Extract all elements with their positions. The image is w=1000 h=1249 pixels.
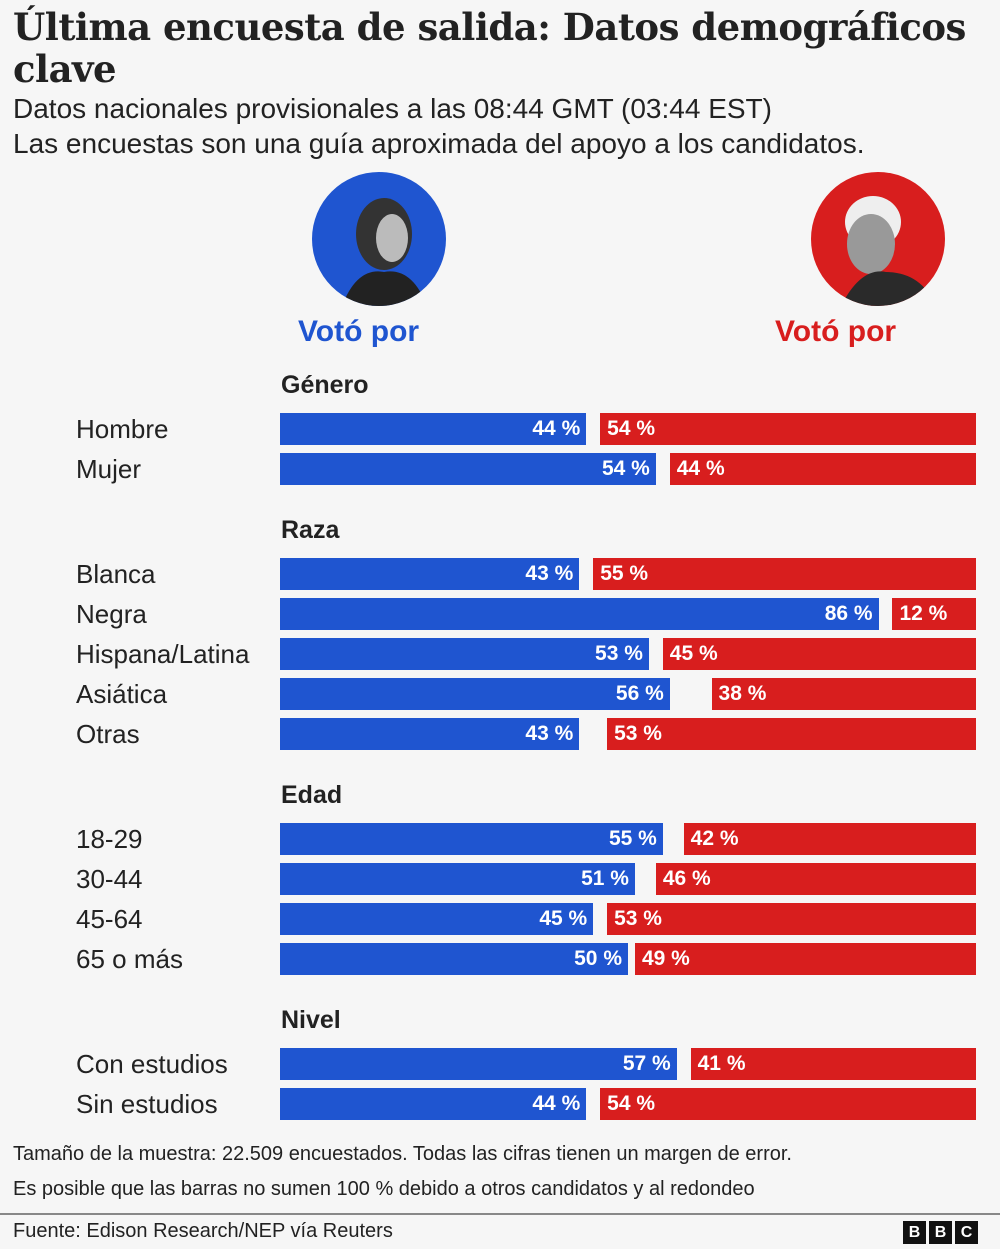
group-heading: Raza (281, 516, 340, 544)
row-label: 65 o más (76, 944, 183, 974)
bar-right (593, 558, 976, 590)
value-left: 86 % (824, 602, 873, 625)
row-label: Hispana/Latina (76, 639, 250, 669)
value-right: 53 % (614, 722, 662, 745)
bar-left (280, 943, 628, 975)
row-label: Asiática (76, 679, 168, 709)
value-right: 44 % (676, 457, 725, 480)
value-left: 44 % (532, 1092, 581, 1115)
sample-note: Tamaño de la muestra: 22.509 encuestados… (13, 1143, 792, 1165)
value-right: 41 % (697, 1052, 746, 1075)
bar-right (607, 903, 976, 935)
bar-left (280, 598, 879, 630)
value-right: 45 % (669, 642, 718, 665)
row-label: Negra (76, 599, 147, 629)
value-right: 46 % (662, 867, 711, 890)
bar-left (280, 1088, 587, 1120)
chart-title: Última encuesta de salida: Datos demográ… (13, 5, 966, 91)
subtitle-timestamp: Datos nacionales provisionales a las 08:… (13, 93, 772, 124)
bar-left (280, 678, 670, 710)
harris-label: Votó por (298, 315, 420, 348)
value-right: 49 % (641, 947, 690, 970)
trump-portrait (811, 172, 945, 306)
row-label: 18-29 (76, 824, 143, 854)
bar-left (280, 718, 580, 750)
value-right: 12 % (899, 602, 948, 625)
group-heading: Edad (281, 781, 343, 809)
bar-left (280, 413, 587, 445)
row-label: Otras (76, 719, 140, 749)
value-left: 50 % (574, 947, 622, 970)
value-left: 45 % (539, 907, 588, 930)
bar-right (600, 1088, 976, 1120)
bar-left (280, 1048, 677, 1080)
row-label: Mujer (76, 454, 142, 484)
bar-right (683, 823, 976, 855)
value-right: 42 % (690, 827, 739, 850)
bar-right (634, 943, 976, 975)
bar-left (280, 823, 663, 855)
value-right: 38 % (718, 682, 767, 705)
bar-right (892, 598, 976, 630)
bar-right (600, 413, 976, 445)
value-left: 44 % (532, 417, 581, 440)
value-left: 57 % (622, 1052, 671, 1075)
bar-right (662, 638, 976, 670)
value-left: 43 % (525, 562, 574, 585)
bbc-logo-b2: B (929, 1221, 952, 1244)
value-left: 54 % (601, 457, 650, 480)
value-right: 54 % (607, 417, 656, 440)
row-label: Sin estudios (76, 1089, 218, 1119)
bar-right (711, 678, 976, 710)
bar-left (280, 863, 635, 895)
value-left: 43 % (525, 722, 574, 745)
row-label: 45-64 (76, 904, 143, 934)
bar-left (280, 903, 594, 935)
divider (0, 1213, 1000, 1215)
subtitle-note: Las encuestas son una guía aproximada de… (13, 128, 865, 159)
row-label: Hombre (76, 414, 169, 444)
bar-right (655, 863, 976, 895)
row-label: Con estudios (76, 1049, 228, 1079)
bar-left (280, 453, 656, 485)
value-right: 53 % (614, 907, 662, 930)
group-heading: Género (281, 371, 369, 399)
bbc-logo-c: C (955, 1221, 978, 1244)
value-left: 55 % (608, 827, 657, 850)
value-right: 54 % (607, 1092, 656, 1115)
bar-right (690, 1048, 976, 1080)
group-heading: Nivel (281, 1006, 341, 1034)
value-right: 55 % (600, 562, 649, 585)
rounding-note: Es posible que las barras no sumen 100 %… (13, 1178, 755, 1200)
row-label: Blanca (76, 559, 156, 589)
value-left: 51 % (581, 867, 629, 890)
trump-label: Votó por (775, 315, 897, 348)
source: Fuente: Edison Research/NEP vía Reuters (13, 1220, 393, 1242)
value-left: 53 % (595, 642, 643, 665)
row-label: 30-44 (76, 864, 143, 894)
bar-right (669, 453, 976, 485)
value-left: 56 % (615, 682, 664, 705)
bbc-logo-b1: B (903, 1221, 926, 1244)
bar-left (280, 638, 649, 670)
bar-right (607, 718, 976, 750)
bar-left (280, 558, 580, 590)
harris-portrait (312, 172, 446, 306)
